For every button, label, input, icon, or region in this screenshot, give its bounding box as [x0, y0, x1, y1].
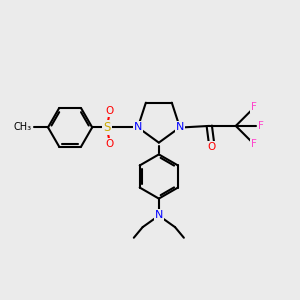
Text: N: N — [154, 210, 163, 220]
Text: N: N — [134, 122, 142, 132]
Text: O: O — [106, 106, 114, 116]
Text: F: F — [258, 121, 263, 131]
Text: N: N — [176, 122, 184, 132]
Text: F: F — [250, 140, 256, 149]
Text: S: S — [103, 121, 111, 134]
Text: F: F — [250, 102, 256, 112]
Text: O: O — [208, 142, 216, 152]
Text: CH₃: CH₃ — [13, 122, 31, 132]
Text: O: O — [106, 139, 114, 148]
